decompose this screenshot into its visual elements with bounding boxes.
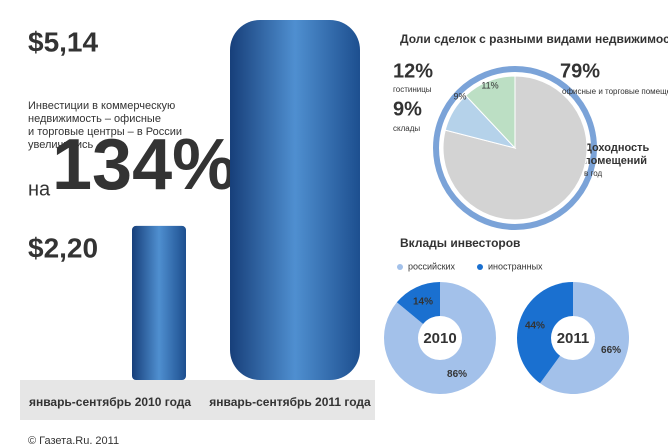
slice-name: склады [393, 124, 420, 133]
donut-hole [418, 316, 462, 360]
slice-value: 79% [560, 60, 600, 82]
slice-value: 12% [393, 60, 433, 82]
pie-slice [465, 75, 516, 150]
donut-hole [551, 316, 595, 360]
value-label: $2,20 [28, 232, 98, 263]
intro-line: увеличились [28, 139, 93, 151]
ring-label: Доходность [584, 142, 650, 154]
donut-title: Вклады инвесторов [400, 236, 520, 250]
wedge-label: 9% [453, 91, 466, 101]
slice-name: офисные и торговые помещения [562, 87, 668, 96]
legend-marker [477, 264, 483, 270]
donut-year: 2010 [423, 330, 456, 347]
intro-prefix: на [28, 178, 51, 200]
legend-marker [397, 264, 403, 270]
slice-value: 44% [525, 320, 545, 331]
footer: © Газета.Ru, 2011 [28, 435, 119, 444]
slice-name: гостиницы [393, 85, 432, 94]
ring-label: в год [584, 169, 602, 178]
legend-label: российских [408, 261, 456, 271]
legend-label: иностранных [488, 261, 543, 271]
donut-year: 2011 [557, 330, 590, 347]
label-band [20, 380, 375, 420]
yield-ring [433, 66, 597, 230]
building-bar [132, 225, 186, 380]
slice-value: 9% [393, 98, 422, 120]
intro-line: и торговые центры – в России [28, 126, 182, 138]
slice-value: 14% [413, 296, 433, 307]
pie-title: Доли сделок с разными видами недвижимост… [400, 32, 668, 46]
value-label: $5,14 [28, 26, 98, 57]
wedge-label: 11% [481, 80, 498, 90]
ring-label: помещений [584, 155, 647, 167]
building-bar [230, 20, 360, 380]
donut-slice [517, 282, 573, 384]
intro-line: Инвестиции в коммерческую [28, 100, 175, 112]
category-label: январь-сентябрь 2011 года [209, 395, 371, 409]
slice-value: 86% [447, 369, 467, 380]
slice-value: 66% [601, 345, 621, 356]
growth: 134% [52, 125, 236, 205]
intro-line: недвижимость – офисные [28, 113, 161, 125]
category-label: январь-сентябрь 2010 года [29, 395, 191, 409]
